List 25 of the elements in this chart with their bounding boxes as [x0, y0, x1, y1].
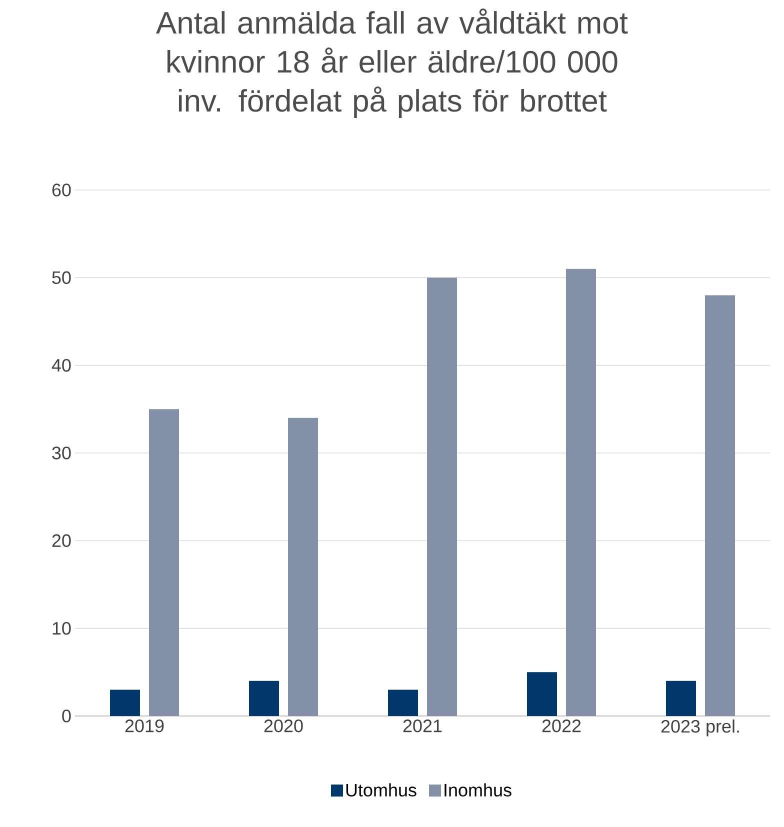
x-tick-label: 2019: [125, 720, 164, 732]
chart-title: Antal anmälda fall av våldtäkt mot kvinnor 18 år eller äldre/100 000 inv. fördelat på plats för brottet: [156, 8, 628, 118]
bar: [566, 268, 596, 716]
x-tick-label: 2022: [542, 720, 581, 732]
bar: [427, 278, 457, 716]
legend-label: Inomhus: [444, 783, 512, 797]
y-tick-label: 40: [52, 358, 71, 372]
y-tick-label: 30: [52, 446, 71, 460]
x-tick-label: 2023 prel.: [661, 720, 739, 736]
bar: [527, 672, 557, 716]
y-tick-label: 10: [52, 622, 71, 635]
bar: [249, 680, 279, 716]
x-tick-label: 2020: [264, 720, 303, 732]
legend-label: Utomhus: [346, 783, 416, 797]
bar: [110, 690, 140, 716]
x-tick-label: 2021: [403, 720, 442, 732]
bar: [388, 690, 418, 716]
bar: [149, 409, 179, 716]
y-tick-label: 0: [62, 710, 71, 722]
bar: [288, 418, 318, 716]
y-tick-label: 50: [52, 271, 71, 284]
y-tick-label: 60: [52, 184, 71, 196]
bar: [666, 680, 696, 716]
y-tick-label: 20: [52, 534, 71, 548]
bar: [705, 295, 735, 716]
